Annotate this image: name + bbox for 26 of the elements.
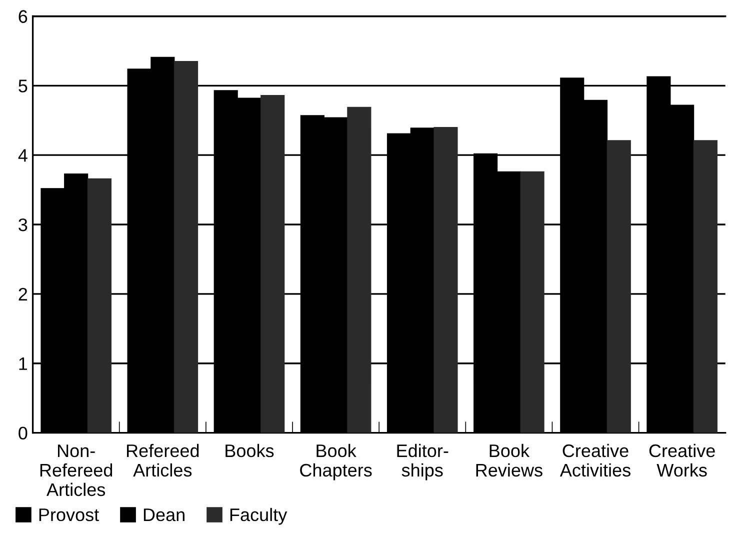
bar bbox=[174, 61, 198, 433]
x-tick-label: Creative Works bbox=[649, 444, 715, 477]
x-tick-label: Books bbox=[226, 444, 274, 458]
bar bbox=[260, 95, 285, 433]
y-tick-label: 4 bbox=[18, 149, 28, 162]
bar bbox=[347, 106, 372, 433]
legend-label: Dean bbox=[144, 508, 184, 522]
y-tick-label: 2 bbox=[18, 288, 28, 300]
x-tick-label: Creative Activities bbox=[560, 444, 630, 477]
bar bbox=[87, 178, 112, 433]
y-tick-label: 0 bbox=[18, 426, 28, 440]
y-tick-label: 6 bbox=[18, 10, 28, 23]
y-tick-label: 3 bbox=[18, 218, 28, 232]
bar bbox=[693, 140, 718, 433]
x-tick-label: Non- Refereed Articles bbox=[40, 444, 112, 496]
bar bbox=[606, 140, 631, 433]
x-tick-label: Refereed Articles bbox=[127, 444, 199, 477]
x-tick-label: Book Reviews bbox=[476, 444, 542, 477]
x-tick-label: Editor- ships bbox=[397, 444, 448, 480]
bar bbox=[520, 171, 544, 433]
legend-label: Provost bbox=[39, 508, 99, 522]
y-tick-label: 5 bbox=[18, 80, 28, 92]
x-tick-label: Book Chapters bbox=[300, 444, 372, 480]
legend-label: Faculty bbox=[230, 508, 288, 525]
bar bbox=[434, 126, 458, 433]
y-tick-label: 1 bbox=[19, 357, 28, 370]
